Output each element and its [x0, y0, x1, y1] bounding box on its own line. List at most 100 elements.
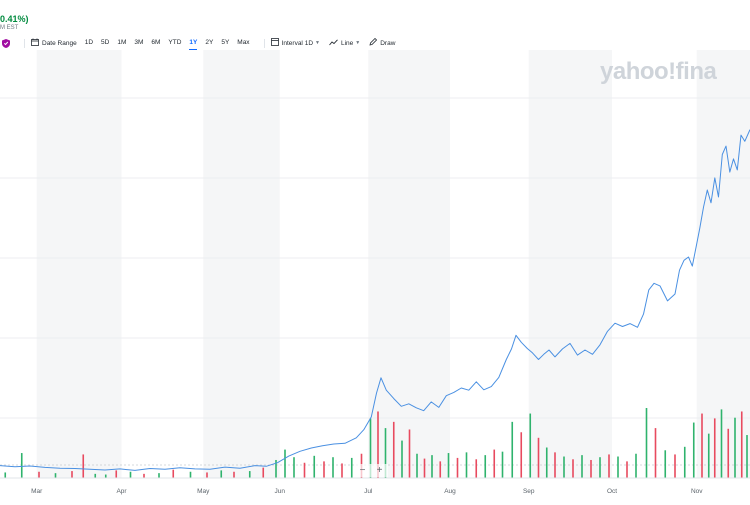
volume-bar — [293, 457, 295, 478]
volume-bar — [423, 458, 426, 478]
volume-bar — [71, 471, 73, 478]
price-line — [0, 129, 750, 471]
volume-bar — [129, 471, 132, 478]
volume-bar — [572, 459, 574, 478]
volume-bar — [447, 453, 450, 478]
volume-bar — [626, 461, 628, 478]
volume-bar — [392, 421, 395, 478]
chart-type-button[interactable]: Line ▼ — [329, 38, 361, 48]
volume-bar — [377, 411, 379, 478]
chart-toolbar: Date Range 1D 5D 1M 3M 6M YTD 1Y 2Y 5Y Max Interv… — [0, 36, 750, 50]
price-chart[interactable]: Mar Apr May Jun Jul Aug Sep Oct Nov — [0, 50, 750, 500]
volume-bar — [350, 457, 353, 478]
volume-bar — [401, 440, 403, 478]
range-button-3m[interactable]: 3M — [134, 39, 144, 46]
range-button-2y[interactable]: 2Y — [205, 39, 214, 46]
interval-label: Interval — [281, 39, 303, 47]
volume-bar — [581, 455, 583, 478]
volume-bar — [456, 457, 459, 478]
volume-bar — [740, 411, 743, 478]
range-button-6m[interactable]: 6M — [151, 39, 161, 46]
shield-icon[interactable] — [1, 38, 10, 48]
volume-bar — [248, 471, 251, 478]
x-tick-label: Apr — [116, 488, 127, 495]
month-band — [368, 50, 450, 478]
zoom-out-button[interactable]: − — [359, 464, 366, 476]
range-button-5y[interactable]: 5Y — [221, 39, 230, 46]
zoom-control: − + — [354, 464, 388, 477]
volume-bar — [645, 408, 648, 478]
range-button-ytd[interactable]: YTD — [168, 39, 182, 46]
volume-bar — [431, 455, 433, 478]
volume-bar — [341, 463, 343, 478]
volume-bar — [707, 433, 710, 478]
volume-bar — [313, 455, 316, 478]
volume-bar — [303, 462, 306, 478]
toolbar-divider — [263, 38, 265, 48]
range-button-group: 1D 5D 1M 3M 6M YTD 1Y 2Y 5Y Max — [84, 39, 258, 50]
x-tick-label: Mar — [31, 488, 43, 495]
volume-bar — [323, 461, 325, 478]
volume-bar — [692, 422, 695, 478]
volume-bar — [38, 471, 40, 478]
x-tick-label: Nov — [691, 488, 703, 495]
x-tick-label: Sep — [523, 488, 535, 495]
volume-bar — [189, 471, 192, 478]
range-button-1y[interactable]: 1Y — [189, 39, 198, 50]
volume-bar — [720, 409, 723, 478]
volume-bar — [143, 473, 145, 478]
price-line-layer — [0, 129, 750, 471]
range-button-max[interactable]: Max — [237, 39, 250, 46]
toolbar-divider — [24, 38, 25, 48]
volume-bar — [654, 428, 657, 478]
volume-bar — [493, 449, 496, 478]
volume-bar — [590, 459, 592, 478]
interval-value: 1D — [304, 39, 314, 47]
volume-bar — [384, 428, 387, 478]
month-bands — [36, 50, 750, 478]
volume-bar — [617, 456, 619, 478]
chevron-down-icon: ▼ — [355, 40, 361, 46]
volume-bar — [158, 473, 160, 478]
x-tick-label: Jul — [364, 488, 373, 495]
volume-bar — [511, 421, 514, 478]
volume-bar — [563, 456, 565, 478]
zoom-in-button[interactable]: + — [376, 464, 383, 476]
x-axis: Mar Apr May Jun Jul Aug Sep Oct Nov — [0, 477, 750, 495]
date-range-button[interactable]: Date Range — [31, 38, 77, 48]
volume-bar — [701, 413, 703, 478]
volume-bar — [635, 453, 637, 478]
range-button-1m[interactable]: 1M — [117, 39, 127, 46]
range-button-5d[interactable]: 5D — [101, 39, 110, 46]
volume-bar — [115, 470, 118, 478]
volume-bar — [727, 428, 730, 478]
range-button-1d[interactable]: 1D — [84, 39, 94, 46]
volume-bar — [82, 454, 85, 478]
draw-label: Draw — [380, 39, 396, 47]
month-band — [36, 50, 122, 478]
volume-bar — [529, 413, 532, 478]
volume-bar — [545, 447, 548, 478]
grid-lines — [0, 97, 750, 466]
volume-bar — [599, 457, 601, 478]
volume-bar — [262, 467, 265, 478]
price-chart-svg: Mar Apr May Jun Jul Aug Sep Oct Nov — [0, 50, 750, 495]
draw-button[interactable]: Draw — [369, 37, 396, 48]
interval-button[interactable]: Interval 1D ▼ — [270, 38, 320, 48]
calendar-icon — [31, 38, 39, 48]
volume-bar — [104, 474, 107, 478]
yahoo-finance-watermark: yahoo!fina — [600, 58, 717, 85]
chart-type-label: Line — [340, 39, 354, 47]
volume-bar — [220, 470, 223, 478]
volume-bar — [408, 429, 411, 478]
month-band — [203, 50, 280, 478]
volume-bar — [465, 452, 468, 478]
x-tick-label: Jun — [275, 488, 286, 495]
volume-bar — [206, 472, 208, 478]
volume-bar — [20, 453, 23, 478]
quote-timestamp: M EST — [0, 25, 19, 31]
volume-bar — [4, 472, 7, 478]
volume-bar — [439, 461, 442, 478]
line-chart-icon — [329, 38, 338, 48]
volume-bar — [520, 432, 523, 478]
